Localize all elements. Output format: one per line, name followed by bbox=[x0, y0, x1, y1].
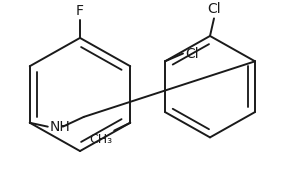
Text: NH: NH bbox=[50, 120, 70, 134]
Text: F: F bbox=[76, 4, 84, 18]
Text: CH₃: CH₃ bbox=[89, 132, 112, 146]
Text: Cl: Cl bbox=[185, 46, 198, 60]
Text: Cl: Cl bbox=[207, 2, 221, 17]
